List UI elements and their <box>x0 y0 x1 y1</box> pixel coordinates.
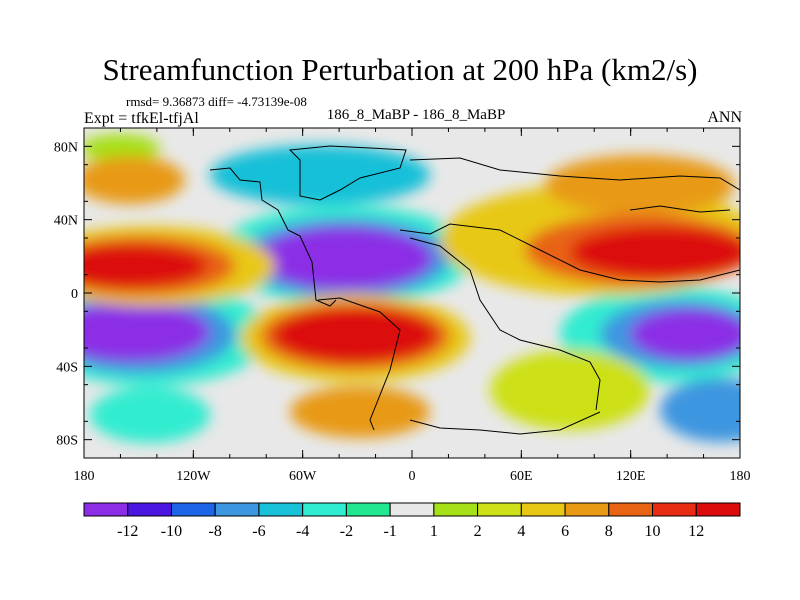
contour-field <box>84 128 740 458</box>
plot-title: Streamfunction Perturbation at 200 hPa (… <box>102 52 698 87</box>
y-tick-label: 80S <box>56 434 78 449</box>
y-tick-label: 0 <box>71 287 78 302</box>
x-tick-label: 60W <box>289 469 317 484</box>
outline-pacific-islands <box>629 205 731 213</box>
continent-outlines <box>209 145 740 435</box>
colorbar-label: 12 <box>688 523 704 540</box>
colorbar-swatch <box>258 502 304 517</box>
colorbar-label: 4 <box>517 523 525 540</box>
colorbar-swatch <box>345 502 391 517</box>
outline-africa <box>409 237 601 411</box>
colorbar-label: -10 <box>161 523 182 540</box>
colorbar-label: -6 <box>252 523 265 540</box>
colorbar-label: -1 <box>383 523 396 540</box>
colorbar-swatch <box>520 502 566 517</box>
colorbar-label: 6 <box>561 523 569 540</box>
experiment-label: Expt = tfkEl-tfjAl <box>84 110 199 127</box>
colorbar-label: -4 <box>296 523 309 540</box>
rmsd-diff-stats: rmsd= 9.36873 diff= -4.73139e-08 <box>126 94 307 109</box>
outline-south-america <box>317 297 401 431</box>
y-tick-label: 40S <box>56 360 78 375</box>
x-tick-label: 120E <box>616 469 646 484</box>
outline-greenland <box>288 145 407 201</box>
colorbar-swatch <box>302 502 347 517</box>
colorbar-label: -8 <box>209 523 222 540</box>
x-tick-label: 180 <box>730 469 751 484</box>
colorbar-swatch <box>433 502 479 517</box>
y-tick-label: 80N <box>54 140 78 155</box>
colorbar-swatch <box>477 502 522 517</box>
colorbar-swatch <box>127 502 172 517</box>
colorbar-label: 1 <box>430 523 438 540</box>
x-tick-label: 120W <box>176 469 211 484</box>
outline-eurasia <box>409 157 740 191</box>
outline-europe-asia-south <box>399 223 740 283</box>
colorbar: -12 -10 -8 -6 -4 -2 -1 1 2 4 6 8 10 12 <box>83 502 741 540</box>
colorbar-swatch <box>389 502 435 517</box>
season-label: ANN <box>707 109 742 126</box>
x-tick-label: 60E <box>510 469 533 484</box>
x-axis-ticks: 180 120W 60W 0 60E 120E 180 <box>74 128 751 484</box>
colorbar-swatch <box>170 502 216 517</box>
colorbar-swatch <box>214 502 260 517</box>
colorbar-swatch <box>695 502 741 517</box>
outline-antarctica <box>409 411 601 435</box>
colorbar-swatch <box>564 502 610 517</box>
x-tick-label: 0 <box>409 469 416 484</box>
colorbar-label: 8 <box>605 523 613 540</box>
colorbar-label: -12 <box>117 523 138 540</box>
x-tick-label: 180 <box>74 469 95 484</box>
y-axis-ticks: 80N 40N 0 40S 80S <box>54 127 740 459</box>
y-tick-label: 40N <box>54 214 78 229</box>
colorbar-swatch <box>608 502 654 517</box>
outline-north-america <box>209 167 337 307</box>
colorbar-label: 2 <box>474 523 482 540</box>
colorbar-label: -2 <box>340 523 353 540</box>
case-names: 186_8_MaBP - 186_8_MaBP <box>326 107 506 123</box>
colorbar-swatch <box>83 502 129 517</box>
colorbar-label: 10 <box>645 523 661 540</box>
colorbar-swatch <box>652 502 697 517</box>
